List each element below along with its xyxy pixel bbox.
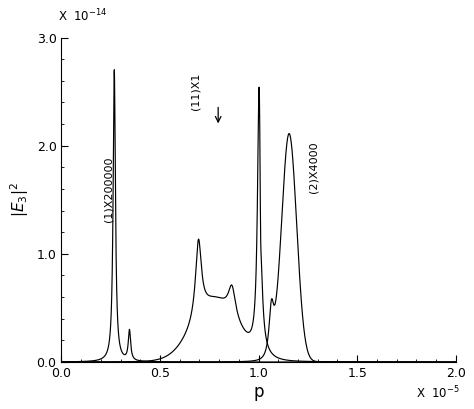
Text: X  $10^{-5}$: X $10^{-5}$ <box>416 385 460 401</box>
Text: (11)X1: (11)X1 <box>191 73 201 110</box>
Text: X  $10^{-14}$: X $10^{-14}$ <box>57 8 107 25</box>
Text: (1)X200000: (1)X200000 <box>104 156 114 222</box>
Text: (2)X4000: (2)X4000 <box>309 142 319 193</box>
Y-axis label: $|E_3|^2$: $|E_3|^2$ <box>9 182 31 217</box>
X-axis label: p: p <box>253 383 264 401</box>
